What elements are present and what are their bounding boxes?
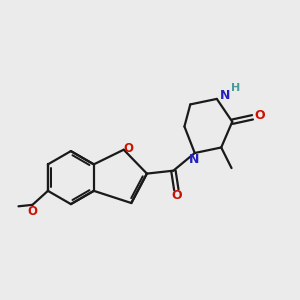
Text: O: O — [172, 189, 182, 202]
Text: O: O — [255, 109, 265, 122]
Text: N: N — [220, 89, 230, 102]
Text: N: N — [189, 154, 199, 166]
Text: O: O — [28, 205, 38, 218]
Text: H: H — [231, 83, 241, 93]
Text: O: O — [124, 142, 134, 155]
